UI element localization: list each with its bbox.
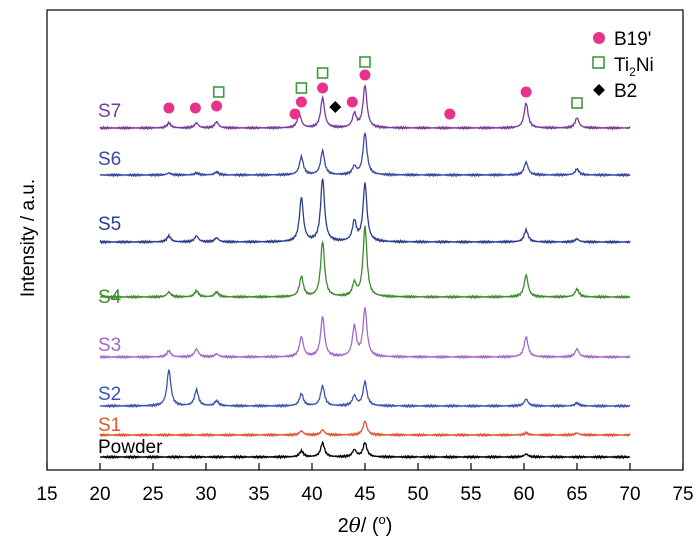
b19-marker xyxy=(211,100,223,112)
ti2ni-marker xyxy=(212,86,225,98)
x-tick-label: 70 xyxy=(619,484,640,505)
legend-ti2ni-label: Ti2Ni xyxy=(614,55,654,79)
x-axis-ticks: 15 20 25 30 35 40 45 50 55 60 65 70 75 xyxy=(36,463,694,505)
series-label-s3: S3 xyxy=(98,335,121,356)
series-line-s1 xyxy=(99,420,631,438)
x-tick-label: 75 xyxy=(672,484,693,505)
series-label-s4: S4 xyxy=(98,287,122,308)
b19-marker xyxy=(359,69,371,81)
legend-b2-marker xyxy=(593,84,605,96)
legend-b2-label: B2 xyxy=(614,81,637,102)
x-axis-label: 2θ/ (o) xyxy=(338,512,393,537)
series-label-s1: S1 xyxy=(98,415,121,436)
b19-marker xyxy=(295,96,307,108)
series-line-s2 xyxy=(99,368,631,409)
phase-markers xyxy=(163,56,583,120)
x-tick-label: 55 xyxy=(460,484,481,505)
series-label-s7: S7 xyxy=(98,101,121,122)
series-label-s5: S5 xyxy=(98,214,121,235)
legend-b19-marker xyxy=(593,32,605,44)
legend-b19-label: B19' xyxy=(614,29,651,50)
x-tick-label: 20 xyxy=(89,484,110,505)
series-line-s5 xyxy=(99,178,631,245)
b19-marker xyxy=(520,86,532,98)
ti2ni-marker xyxy=(316,67,329,79)
ti2ni-marker xyxy=(571,97,583,109)
ti2ni-marker xyxy=(359,56,371,68)
series-line-s4 xyxy=(99,225,631,300)
x-tick-label: 45 xyxy=(354,484,375,505)
x-tick-label: 40 xyxy=(301,484,322,505)
x-tick-label: 25 xyxy=(142,484,163,505)
b19-marker xyxy=(346,96,358,108)
series-label-s2: S2 xyxy=(98,384,121,405)
legend-ti2ni-marker xyxy=(592,56,605,69)
b19-marker xyxy=(317,82,329,94)
x-tick-label: 65 xyxy=(566,484,587,505)
ti2ni-marker xyxy=(295,82,308,94)
b19-marker xyxy=(289,108,301,120)
x-tick-label: 60 xyxy=(513,484,534,505)
b2-marker xyxy=(329,101,342,113)
x-tick-label: 50 xyxy=(407,484,428,505)
b19-marker xyxy=(163,102,175,114)
series-line-s7 xyxy=(99,84,631,131)
y-axis-label: Intensity / a.u. xyxy=(18,179,39,297)
x-tick-label: 30 xyxy=(195,484,216,505)
b19-marker xyxy=(189,102,201,114)
series-line-powder xyxy=(100,440,631,460)
series-line-s6 xyxy=(99,131,631,178)
series-line-s3 xyxy=(99,307,631,360)
x-tick-label: 15 xyxy=(36,484,57,505)
series-label-powder: Powder xyxy=(98,437,163,458)
legend: B19' Ti2Ni B2 xyxy=(592,29,654,102)
x-tick-label: 35 xyxy=(248,484,269,505)
series-label-s6: S6 xyxy=(98,149,121,170)
b19-marker xyxy=(444,108,456,120)
